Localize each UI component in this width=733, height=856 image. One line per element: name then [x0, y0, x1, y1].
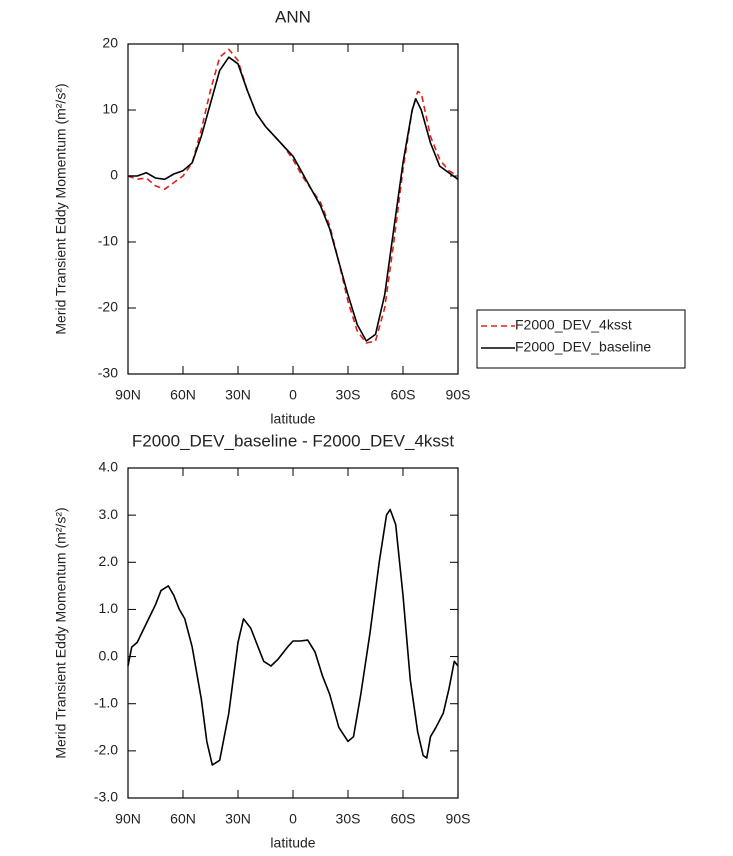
x-tick-label: 60N: [170, 811, 196, 827]
y-tick-label: 20: [102, 35, 118, 51]
y-tick-label: -3.0: [94, 789, 118, 805]
y-tick-label: 0.0: [99, 647, 119, 663]
y-tick-label: -20: [98, 299, 118, 315]
x-tick-label: 0: [289, 811, 297, 827]
y-tick-label: -2.0: [94, 742, 118, 758]
x-axis-label: latitude: [270, 835, 315, 851]
chart-title: F2000_DEV_baseline - F2000_DEV_4ksst: [132, 431, 455, 450]
chart-title: ANN: [275, 7, 311, 26]
y-tick-label: 1.0: [99, 600, 119, 616]
x-tick-label: 90N: [115, 811, 141, 827]
y-tick-label: 2.0: [99, 553, 119, 569]
y-tick-label: 10: [102, 101, 118, 117]
x-axis-label: latitude: [270, 411, 315, 427]
plot-frame: [127, 43, 459, 375]
x-tick-label: 90S: [446, 811, 471, 827]
data-line: [127, 508, 459, 766]
x-tick-label: 60S: [391, 811, 416, 827]
y-tick-label: 0: [110, 167, 118, 183]
y-tick-label: 4.0: [99, 459, 119, 475]
x-tick-label: 0: [289, 387, 297, 403]
y-axis-label: Merid Transient Eddy Momentum (m²/s²): [53, 507, 69, 758]
y-tick-label: -10: [98, 233, 118, 249]
legend-label: F2000_DEV_baseline: [515, 339, 651, 355]
x-tick-label: 30S: [336, 811, 361, 827]
data-line: [127, 48, 459, 344]
x-tick-label: 30N: [225, 387, 251, 403]
y-tick-label: 3.0: [99, 506, 119, 522]
x-tick-label: 90S: [446, 387, 471, 403]
x-tick-label: 60N: [170, 387, 196, 403]
y-tick-label: -30: [98, 365, 118, 381]
y-axis-label: Merid Transient Eddy Momentum (m²/s²): [53, 83, 69, 334]
x-tick-label: 60S: [391, 387, 416, 403]
y-tick-label: -1.0: [94, 694, 118, 710]
x-tick-label: 30S: [336, 387, 361, 403]
data-line: [128, 56, 459, 342]
x-tick-label: 90N: [115, 387, 141, 403]
plot-frame: [127, 467, 459, 799]
legend-box: [476, 309, 686, 369]
x-tick-label: 30N: [225, 811, 251, 827]
legend-label: F2000_DEV_4ksst: [515, 317, 632, 333]
